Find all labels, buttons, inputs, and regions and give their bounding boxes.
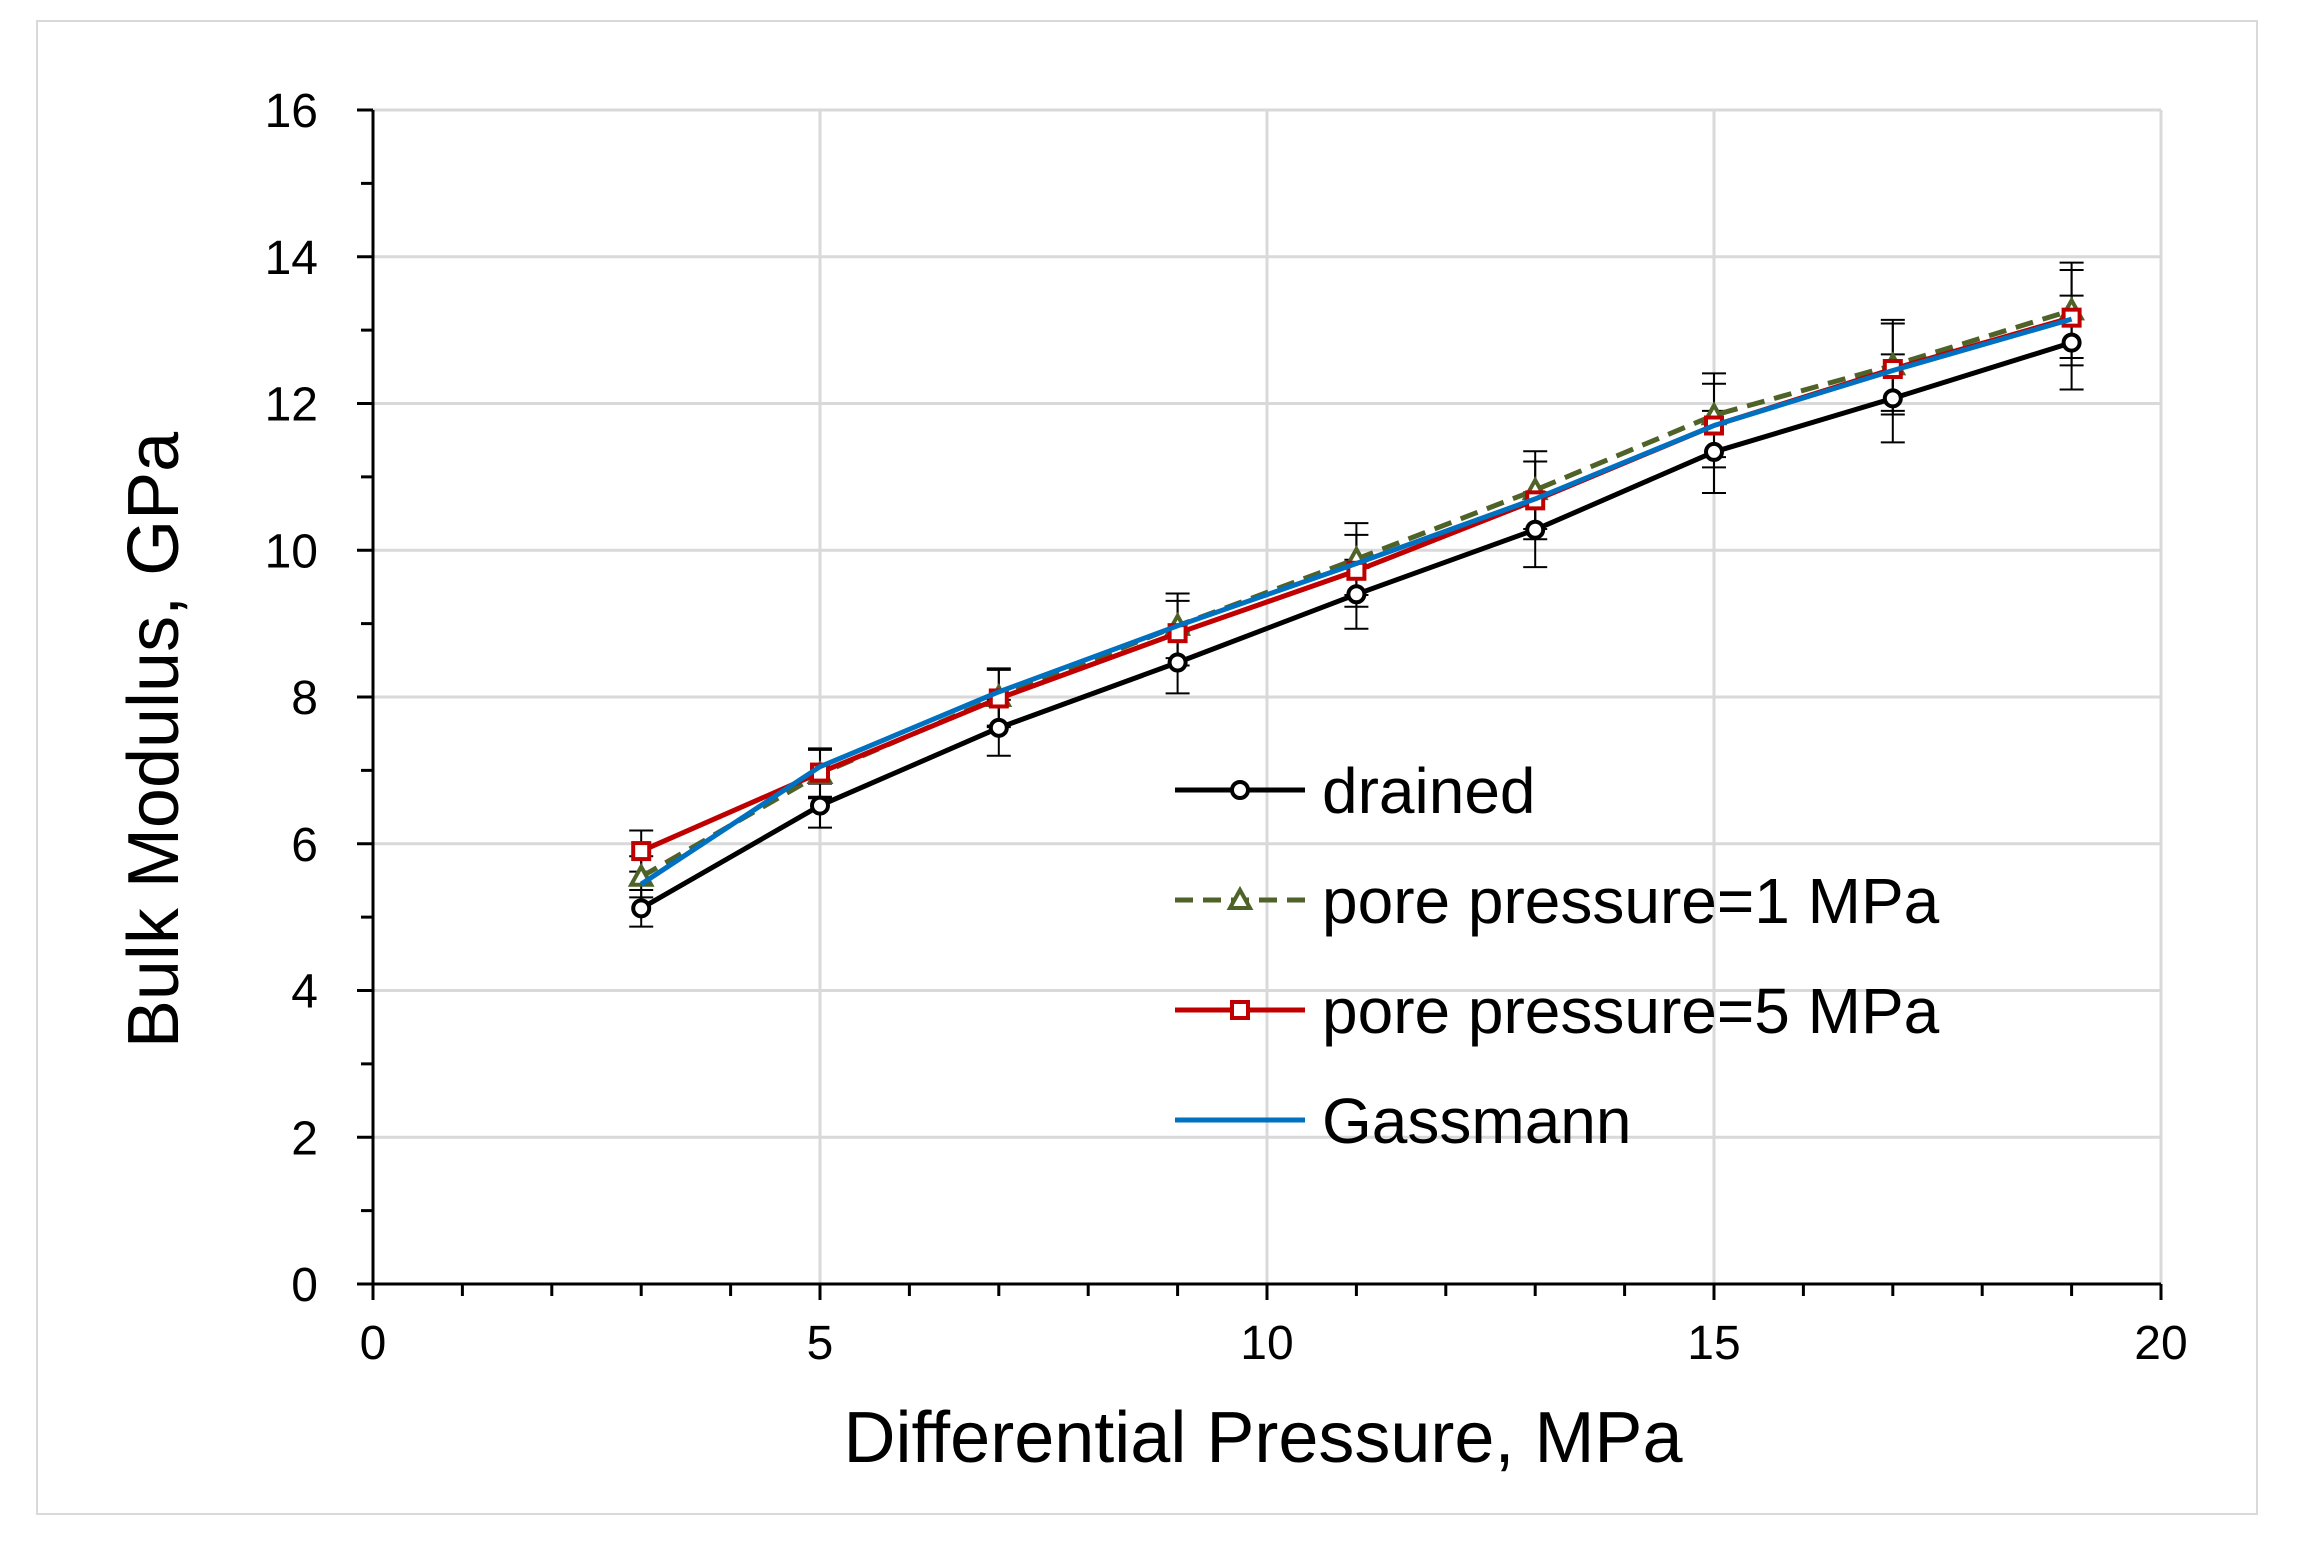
y-tick-label: 14 [265, 232, 318, 285]
data-point-pore-pressure-5-mpa [631, 841, 652, 862]
x-tick-label: 0 [360, 1317, 387, 1370]
legend-label-pore-pressure-5-mpa: pore pressure=5 MPa [1322, 975, 1940, 1047]
grid [373, 108, 2163, 1284]
x-tick-label: 10 [1240, 1317, 1293, 1370]
y-axis-title: Bulk Modulus, GPa [114, 431, 194, 1048]
y-tick-label: 16 [265, 85, 318, 138]
data-point-drained [988, 717, 1009, 738]
series [627, 296, 2085, 919]
legend: drained pore pressure=1 MPa pore pressure=… [1175, 755, 1940, 1157]
y-tick-label: 4 [291, 966, 318, 1019]
x-tick-label: 5 [807, 1317, 834, 1370]
chart-frame [36, 20, 2258, 1515]
x-axis-title: Differential Pressure, MPa [843, 1398, 1683, 1478]
y-tick-label: 8 [291, 672, 318, 725]
y-tick-label: 2 [291, 1112, 318, 1165]
y-tick-label: 6 [291, 819, 318, 872]
legend-marker-pore-pressure-5-mpa [1230, 1000, 1250, 1020]
y-tick-label: 0 [291, 1259, 318, 1312]
y-tick-label: 12 [265, 379, 318, 432]
legend-label-pore-pressure-1-mpa: pore pressure=1 MPa [1322, 865, 1940, 937]
y-tick-label: 10 [265, 525, 318, 578]
data-point-drained [631, 898, 652, 919]
data-point-drained [1346, 584, 1367, 605]
data-point-drained [810, 795, 830, 816]
data-point-drained [1167, 652, 1188, 673]
legend-label-drained: drained [1322, 755, 1536, 827]
data-point-drained [1525, 519, 1546, 540]
data-point-drained [1704, 441, 1724, 462]
x-tick-label: 20 [2134, 1317, 2187, 1370]
legend-marker-drained [1230, 780, 1250, 800]
data-point-drained [1882, 388, 1903, 409]
series-line-gassmann [639, 316, 2073, 887]
x-tick-label: 15 [1687, 1317, 1740, 1370]
legend-marker-pore-pressure-1-mpa [1226, 885, 1254, 910]
legend-label-gassmann: Gassmann [1322, 1085, 1631, 1157]
axes: 0 5 10 15 20 0 2 4 6 8 10 12 14 16 [265, 85, 2188, 1370]
data-point-drained [2061, 332, 2082, 353]
